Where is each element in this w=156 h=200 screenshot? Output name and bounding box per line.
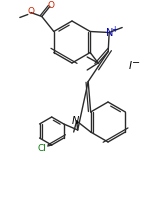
Text: −: − [132, 58, 140, 68]
Text: N: N [107, 27, 114, 37]
Text: I: I [129, 61, 132, 71]
Text: +: + [112, 25, 118, 34]
Text: O: O [47, 1, 54, 10]
Text: N: N [72, 116, 79, 126]
Text: Cl: Cl [37, 144, 46, 153]
Text: O: O [27, 7, 34, 16]
